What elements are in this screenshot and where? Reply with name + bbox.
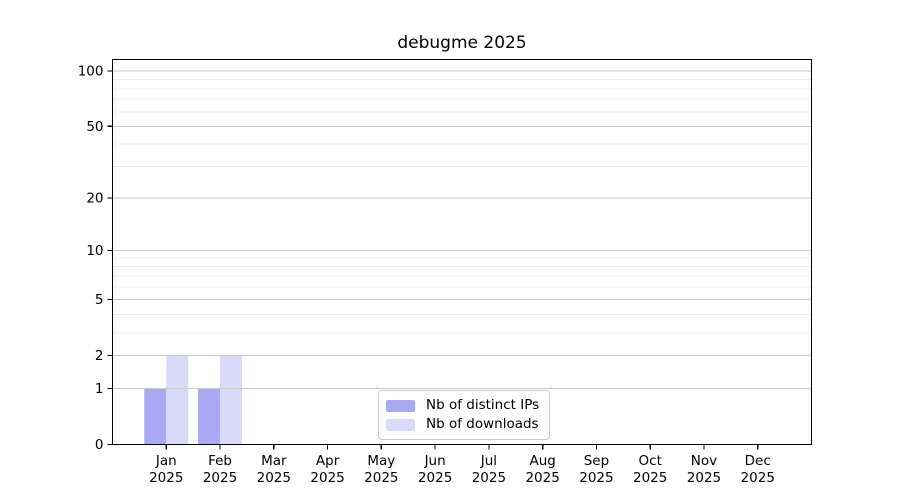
bar-distinct-ips: [198, 388, 221, 445]
x-tick-label-month: Jun: [424, 453, 446, 469]
x-tick-label-year: 2025: [257, 470, 291, 486]
plot-border: [111, 58, 813, 446]
bar-downloads: [166, 355, 189, 445]
legend-label-downloads: Nb of downloads: [426, 416, 539, 432]
x-tick-label-year: 2025: [203, 470, 237, 486]
x-tick-label-year: 2025: [472, 470, 506, 486]
x-tick-label-month: Oct: [639, 453, 662, 469]
x-tick-label-year: 2025: [579, 470, 613, 486]
y-tick-label: 1: [95, 381, 104, 397]
legend-item-downloads: Nb of downloads: [386, 417, 539, 432]
x-tick-label-month: Aug: [529, 453, 555, 469]
x-tick-label-year: 2025: [633, 470, 667, 486]
y-tick-label: 10: [86, 243, 103, 259]
y-tick-label: 50: [86, 119, 103, 135]
x-tick-label-year: 2025: [687, 470, 721, 486]
x-tick-label-year: 2025: [310, 470, 344, 486]
x-tick-label-month: May: [367, 453, 395, 469]
x-tick-label-year: 2025: [364, 470, 398, 486]
x-tick-label-month: Jan: [155, 453, 177, 469]
legend-label-distinct-ips: Nb of distinct IPs: [426, 397, 540, 413]
x-tick-label-month: Mar: [261, 453, 287, 469]
x-tick-label-year: 2025: [149, 470, 183, 486]
x-tick-label-year: 2025: [525, 470, 559, 486]
x-tick-label-month: Sep: [584, 453, 609, 469]
x-tick-label-month: Feb: [208, 453, 232, 469]
y-tick-label: 0: [95, 437, 104, 453]
x-tick-label-year: 2025: [418, 470, 452, 486]
x-tick-label-month: Jul: [480, 453, 497, 469]
bar-distinct-ips: [144, 388, 167, 445]
y-tick-label: 5: [95, 292, 104, 308]
x-tick-label-month: Nov: [691, 453, 717, 469]
legend-swatch-downloads-icon: [386, 418, 415, 431]
chart-title: debugme 2025: [397, 33, 527, 53]
legend-swatch-distinct-ips-icon: [386, 399, 415, 412]
x-tick-label-year: 2025: [741, 470, 775, 486]
y-tick-label: 100: [78, 64, 104, 80]
y-tick-label: 2: [95, 348, 104, 364]
x-tick-label-month: Dec: [745, 453, 771, 469]
y-tick-label: 20: [86, 191, 103, 207]
x-tick-label-month: Apr: [316, 453, 340, 469]
legend-item-distinct-ips: Nb of distinct IPs: [386, 398, 539, 413]
bar-downloads: [220, 355, 243, 445]
legend: Nb of distinct IPs Nb of downloads: [378, 390, 551, 440]
